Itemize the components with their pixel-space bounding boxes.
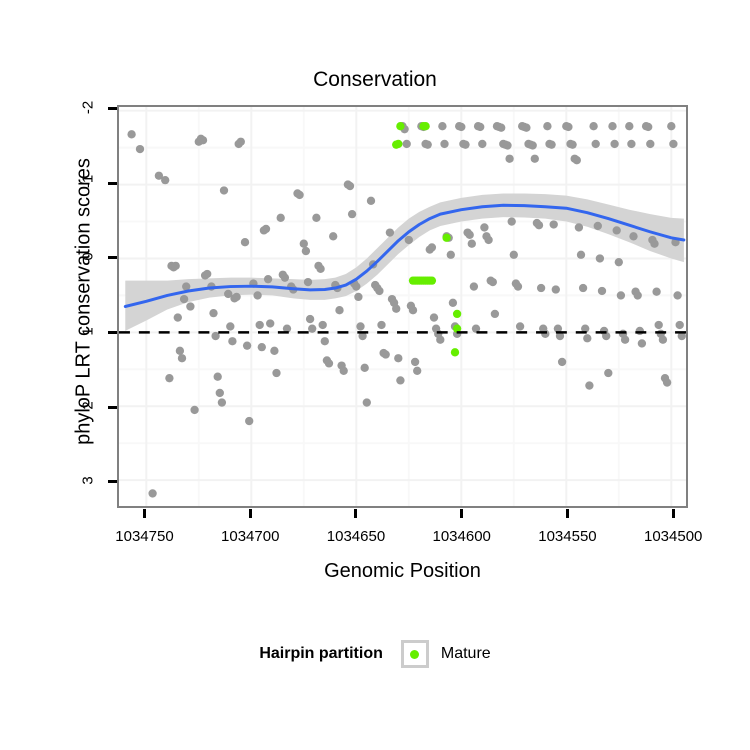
page-title: Conservation bbox=[313, 68, 437, 91]
plot-panel bbox=[117, 105, 688, 508]
y-tick-mark bbox=[108, 181, 117, 185]
y-tick-label: -1 bbox=[79, 175, 97, 189]
x-tick-mark bbox=[460, 509, 464, 518]
y-tick-mark bbox=[108, 256, 117, 260]
y-tick-mark bbox=[108, 480, 117, 484]
x-axis-label: Genomic Position bbox=[324, 560, 481, 582]
y-tick-label: 0 bbox=[79, 252, 97, 261]
x-tick-mark bbox=[142, 509, 146, 518]
x-tick-label: 1034750 bbox=[115, 528, 174, 545]
plot-canvas bbox=[119, 107, 686, 506]
x-tick-label: 1034600 bbox=[432, 528, 491, 545]
y-tick-label: 1 bbox=[79, 326, 97, 336]
legend: Hairpin partition Mature bbox=[0, 640, 750, 668]
y-tick-mark bbox=[108, 107, 117, 111]
x-tick-mark bbox=[671, 509, 675, 518]
x-tick-label: 1034550 bbox=[538, 528, 597, 545]
legend-entry-label: Mature bbox=[440, 645, 491, 662]
x-tick-mark bbox=[565, 509, 569, 518]
x-tick-label: 1034650 bbox=[326, 528, 386, 545]
legend-dot-icon bbox=[410, 649, 420, 659]
legend-title: Hairpin partition bbox=[259, 645, 383, 662]
x-tick-label: 1034700 bbox=[221, 528, 280, 545]
x-tick-mark bbox=[248, 509, 252, 518]
x-tick-mark bbox=[354, 509, 358, 518]
y-tick-label: 3 bbox=[79, 476, 97, 485]
y-axis-label: phyloP LRT conservation scores bbox=[72, 158, 95, 445]
y-tick-label: -2 bbox=[79, 100, 97, 114]
x-tick-label: 1034500 bbox=[643, 528, 703, 545]
legend-key-mature[interactable] bbox=[400, 640, 429, 668]
y-tick-label: 2 bbox=[79, 401, 97, 410]
y-tick-mark bbox=[108, 331, 117, 335]
y-tick-mark bbox=[108, 405, 117, 409]
